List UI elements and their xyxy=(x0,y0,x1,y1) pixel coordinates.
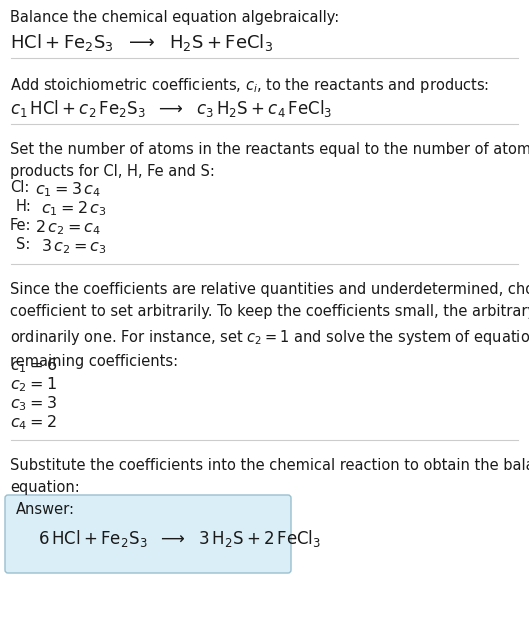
Text: Balance the chemical equation algebraically:: Balance the chemical equation algebraica… xyxy=(10,10,339,25)
Text: $2\,c_2 = c_4$: $2\,c_2 = c_4$ xyxy=(35,218,101,237)
Text: Since the coefficients are relative quantities and underdetermined, choose a
coe: Since the coefficients are relative quan… xyxy=(10,282,529,369)
Text: $c_3 = 3$: $c_3 = 3$ xyxy=(10,394,57,413)
Text: Substitute the coefficients into the chemical reaction to obtain the balanced
eq: Substitute the coefficients into the che… xyxy=(10,458,529,495)
Text: $c_1 = 6$: $c_1 = 6$ xyxy=(10,356,57,375)
FancyBboxPatch shape xyxy=(5,495,291,573)
Text: $c_1 = 2\,c_3$: $c_1 = 2\,c_3$ xyxy=(41,199,107,218)
Text: Fe:: Fe: xyxy=(10,218,32,233)
Text: $c_2 = 1$: $c_2 = 1$ xyxy=(10,375,57,394)
Text: $c_1\,\mathrm{HCl} + c_2\,\mathrm{Fe_2S_3}$  $\longrightarrow$  $c_3\,\mathrm{H_: $c_1\,\mathrm{HCl} + c_2\,\mathrm{Fe_2S_… xyxy=(10,98,332,119)
Text: S:: S: xyxy=(16,237,30,252)
Text: $6\,\mathrm{HCl} + \mathrm{Fe_2S_3}$  $\longrightarrow$  $3\,\mathrm{H_2S} + 2\,: $6\,\mathrm{HCl} + \mathrm{Fe_2S_3}$ $\l… xyxy=(38,528,321,549)
Text: H:: H: xyxy=(16,199,32,214)
Text: $c_1 = 3\,c_4$: $c_1 = 3\,c_4$ xyxy=(35,180,101,199)
Text: Set the number of atoms in the reactants equal to the number of atoms in the
pro: Set the number of atoms in the reactants… xyxy=(10,142,529,179)
Text: Cl:: Cl: xyxy=(10,180,30,195)
Text: Answer:: Answer: xyxy=(16,502,75,517)
Text: $3\,c_2 = c_3$: $3\,c_2 = c_3$ xyxy=(41,237,107,256)
Text: $c_4 = 2$: $c_4 = 2$ xyxy=(10,413,57,432)
Text: Add stoichiometric coefficients, $c_i$, to the reactants and products:: Add stoichiometric coefficients, $c_i$, … xyxy=(10,76,489,95)
Text: $\mathrm{HCl + Fe_2S_3}$  $\longrightarrow$  $\mathrm{H_2S + FeCl_3}$: $\mathrm{HCl + Fe_2S_3}$ $\longrightarro… xyxy=(10,32,273,53)
